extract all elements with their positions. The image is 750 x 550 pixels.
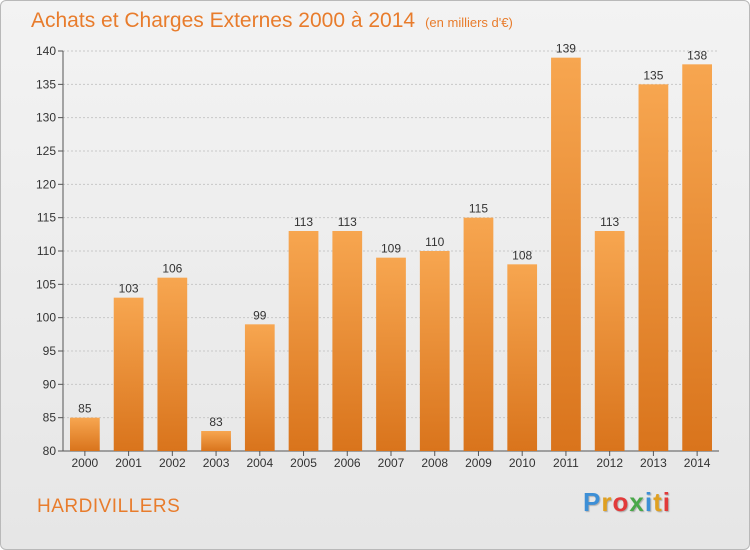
- bar-value-label: 103: [119, 282, 139, 296]
- bars: [69, 57, 713, 452]
- y-tick-label: 80: [43, 444, 57, 458]
- bar-value-label: 83: [209, 415, 223, 429]
- proxiti-logo: Proxiti: [583, 487, 671, 518]
- y-tick-label: 110: [37, 244, 56, 258]
- bar-2002: [157, 277, 188, 451]
- y-tick-label: 95: [43, 344, 57, 358]
- y-tick-label: 90: [43, 377, 57, 391]
- bar-value-label: 113: [338, 215, 357, 229]
- bar-value-label: 108: [512, 248, 532, 262]
- logo-letter: P: [583, 487, 602, 517]
- bar-value-label: 135: [643, 68, 663, 82]
- bar-value-label: 99: [253, 308, 267, 322]
- bar-value-label: 138: [687, 48, 707, 62]
- logo-letter: i: [662, 487, 671, 517]
- logo-letter: r: [601, 487, 613, 517]
- x-tick-label: 2002: [159, 456, 186, 470]
- bar-2010: [507, 264, 538, 451]
- x-tick-labels: 2000 2001 2002 2003 2004 2005 2006 2007 2008 2009…: [72, 451, 711, 470]
- logo-letter: o: [612, 487, 630, 517]
- bar-value-label: 110: [425, 235, 444, 249]
- x-tick-label: 2013: [640, 456, 667, 470]
- bar-value-label: 85: [78, 402, 92, 416]
- x-tick-label: 2007: [378, 456, 405, 470]
- y-tick-label: 115: [37, 211, 56, 225]
- y-tick-label: 105: [36, 277, 56, 291]
- logo-letter: t: [653, 487, 663, 517]
- bar-2014: [682, 64, 713, 452]
- y-tick-labels: 80 85 90 95 100 105 110 115 120 125 130 135 140: [36, 44, 63, 458]
- bar-2009: [463, 217, 494, 451]
- bar-2006: [332, 231, 363, 451]
- y-tick-label: 125: [36, 144, 56, 158]
- y-tick-label: 120: [36, 177, 56, 191]
- chart-unit-note: (en milliers d'€): [425, 15, 513, 30]
- bar-value-label: 115: [469, 202, 488, 216]
- y-tick-label: 85: [43, 411, 57, 425]
- x-tick-label: 2006: [334, 456, 361, 470]
- x-tick-label: 2000: [72, 456, 99, 470]
- bar-2008: [419, 251, 450, 451]
- y-tick-label: 100: [36, 311, 56, 325]
- bar-2012: [594, 231, 625, 451]
- chart-title: Achats et Charges Externes 2000 à 2014 (e…: [31, 9, 513, 33]
- bar-2013: [638, 84, 669, 451]
- x-tick-label: 2003: [203, 456, 230, 470]
- logo-letter: i: [644, 487, 654, 517]
- bar-value-label: 106: [162, 262, 182, 276]
- x-tick-label: 2001: [115, 456, 142, 470]
- bar-2011: [551, 57, 581, 452]
- bar-2004: [244, 324, 275, 451]
- y-tick-label: 130: [36, 111, 56, 125]
- x-tick-label: 2009: [465, 456, 492, 470]
- bar-value-label: 113: [600, 215, 619, 229]
- x-tick-label: 2005: [290, 456, 317, 470]
- bar-value-labels: 85 103 106 83 99 113 113 109 110 115 108 139 113 135 1…: [78, 42, 707, 429]
- bar-2001: [113, 297, 144, 451]
- x-tick-label: 2004: [246, 456, 273, 470]
- chart-title-text: Achats et Charges Externes 2000 à 2014: [31, 9, 416, 32]
- y-tick-label: 135: [36, 77, 56, 91]
- bar-value-label: 113: [294, 215, 313, 229]
- bar-2005: [288, 231, 319, 451]
- bar-2000: [69, 417, 100, 451]
- logo-letter: x: [629, 487, 645, 517]
- bar-value-label: 109: [381, 242, 401, 256]
- bar-value-label: 139: [556, 42, 576, 56]
- x-tick-label: 2014: [684, 456, 711, 470]
- x-tick-label: 2008: [421, 456, 448, 470]
- x-tick-label: 2012: [596, 456, 623, 470]
- x-tick-label: 2011: [553, 456, 579, 470]
- bar-2007: [376, 257, 406, 451]
- bar-2003: [201, 431, 231, 451]
- commune-name: HARDIVILLERS: [37, 496, 181, 517]
- y-tick-label: 140: [36, 44, 56, 58]
- x-tick-label: 2010: [509, 456, 536, 470]
